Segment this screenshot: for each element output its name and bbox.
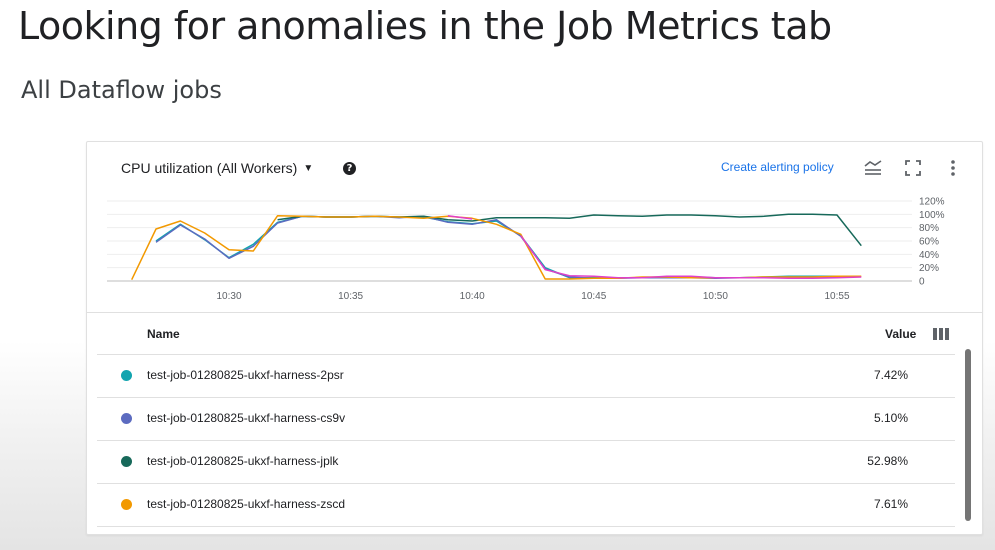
series-table-body: test-job-01280825-ukxf-harness-2psr 7.42… — [97, 354, 955, 527]
view-column-icon[interactable] — [933, 327, 949, 345]
table-row[interactable]: test-job-01280825-ukxf-harness-cs9v 5.10… — [97, 397, 955, 440]
series-color-dot — [121, 370, 132, 381]
table-row[interactable]: test-job-01280825-ukxf-harness-jplk 52.9… — [97, 440, 955, 483]
series-value: 52.98% — [867, 454, 908, 468]
table-header: Name Value — [87, 312, 982, 355]
chart-grid — [107, 200, 912, 282]
metric-selector-dropdown[interactable]: CPU utilization (All Workers) ▼ — [121, 160, 313, 176]
slide-title: Looking for anomalies in the Job Metrics… — [18, 4, 832, 48]
create-alerting-policy-link[interactable]: Create alerting policy — [721, 160, 834, 174]
table-scrollbar[interactable] — [965, 349, 971, 521]
x-tick-label: 10:30 — [216, 291, 241, 302]
column-header-name[interactable]: Name — [147, 327, 180, 341]
series-color-dot — [121, 413, 132, 424]
series-line — [155, 215, 837, 280]
slide-subtitle: All Dataflow jobs — [21, 76, 222, 104]
x-tick-label: 10:55 — [824, 291, 849, 302]
cpu-line-chart: 120%100%80%60%40%20%0 10:30 10:35 10:40 10:… — [107, 197, 945, 302]
y-axis-ticks: 120% 100% 80% 60% 40% 20% 0 — [919, 197, 945, 288]
series-line — [447, 214, 862, 280]
x-tick-label: 10:50 — [703, 291, 728, 302]
more-vert-icon[interactable] — [943, 158, 963, 178]
column-header-value[interactable]: Value — [885, 327, 917, 341]
series-value: 7.61% — [873, 497, 908, 511]
chart-series-group — [131, 213, 862, 281]
caret-down-icon: ▼ — [303, 162, 314, 174]
series-line — [155, 215, 837, 279]
cpu-utilization-panel: CPU utilization (All Workers) ▼ ? Create… — [86, 141, 983, 535]
series-color-dot — [121, 499, 132, 510]
series-name: test-job-01280825-ukxf-harness-zscd — [147, 497, 346, 511]
y-tick-label: 0 — [919, 277, 925, 288]
series-value: 7.42% — [873, 368, 908, 382]
table-row[interactable]: test-job-01280825-ukxf-harness-2psr 7.42… — [97, 354, 955, 397]
series-color-dot — [121, 456, 132, 467]
fullscreen-icon[interactable] — [903, 158, 923, 178]
y-tick-label: 20% — [919, 263, 939, 274]
series-name: test-job-01280825-ukxf-harness-cs9v — [147, 411, 346, 425]
legend-toggle-icon[interactable] — [863, 158, 883, 178]
y-tick-label: 80% — [919, 223, 939, 234]
x-tick-label: 10:35 — [338, 291, 363, 302]
series-name: test-job-01280825-ukxf-harness-jplk — [147, 454, 339, 468]
series-value: 5.10% — [873, 411, 908, 425]
series-name: test-job-01280825-ukxf-harness-2psr — [147, 368, 344, 382]
table-row[interactable]: test-job-01280825-ukxf-harness-zscd 7.61… — [97, 483, 955, 527]
x-axis-ticks: 10:30 10:35 10:40 10:45 10:50 10:55 — [216, 291, 849, 302]
y-tick-label: 100% — [919, 210, 945, 221]
series-line — [131, 214, 862, 281]
x-tick-label: 10:40 — [460, 291, 485, 302]
y-tick-label: 120% — [919, 197, 945, 208]
y-tick-label: 60% — [919, 237, 939, 248]
metric-selector-label: CPU utilization (All Workers) — [121, 160, 298, 176]
x-tick-label: 10:45 — [581, 291, 606, 302]
help-circle-icon[interactable]: ? — [343, 162, 356, 175]
y-tick-label: 40% — [919, 250, 939, 261]
